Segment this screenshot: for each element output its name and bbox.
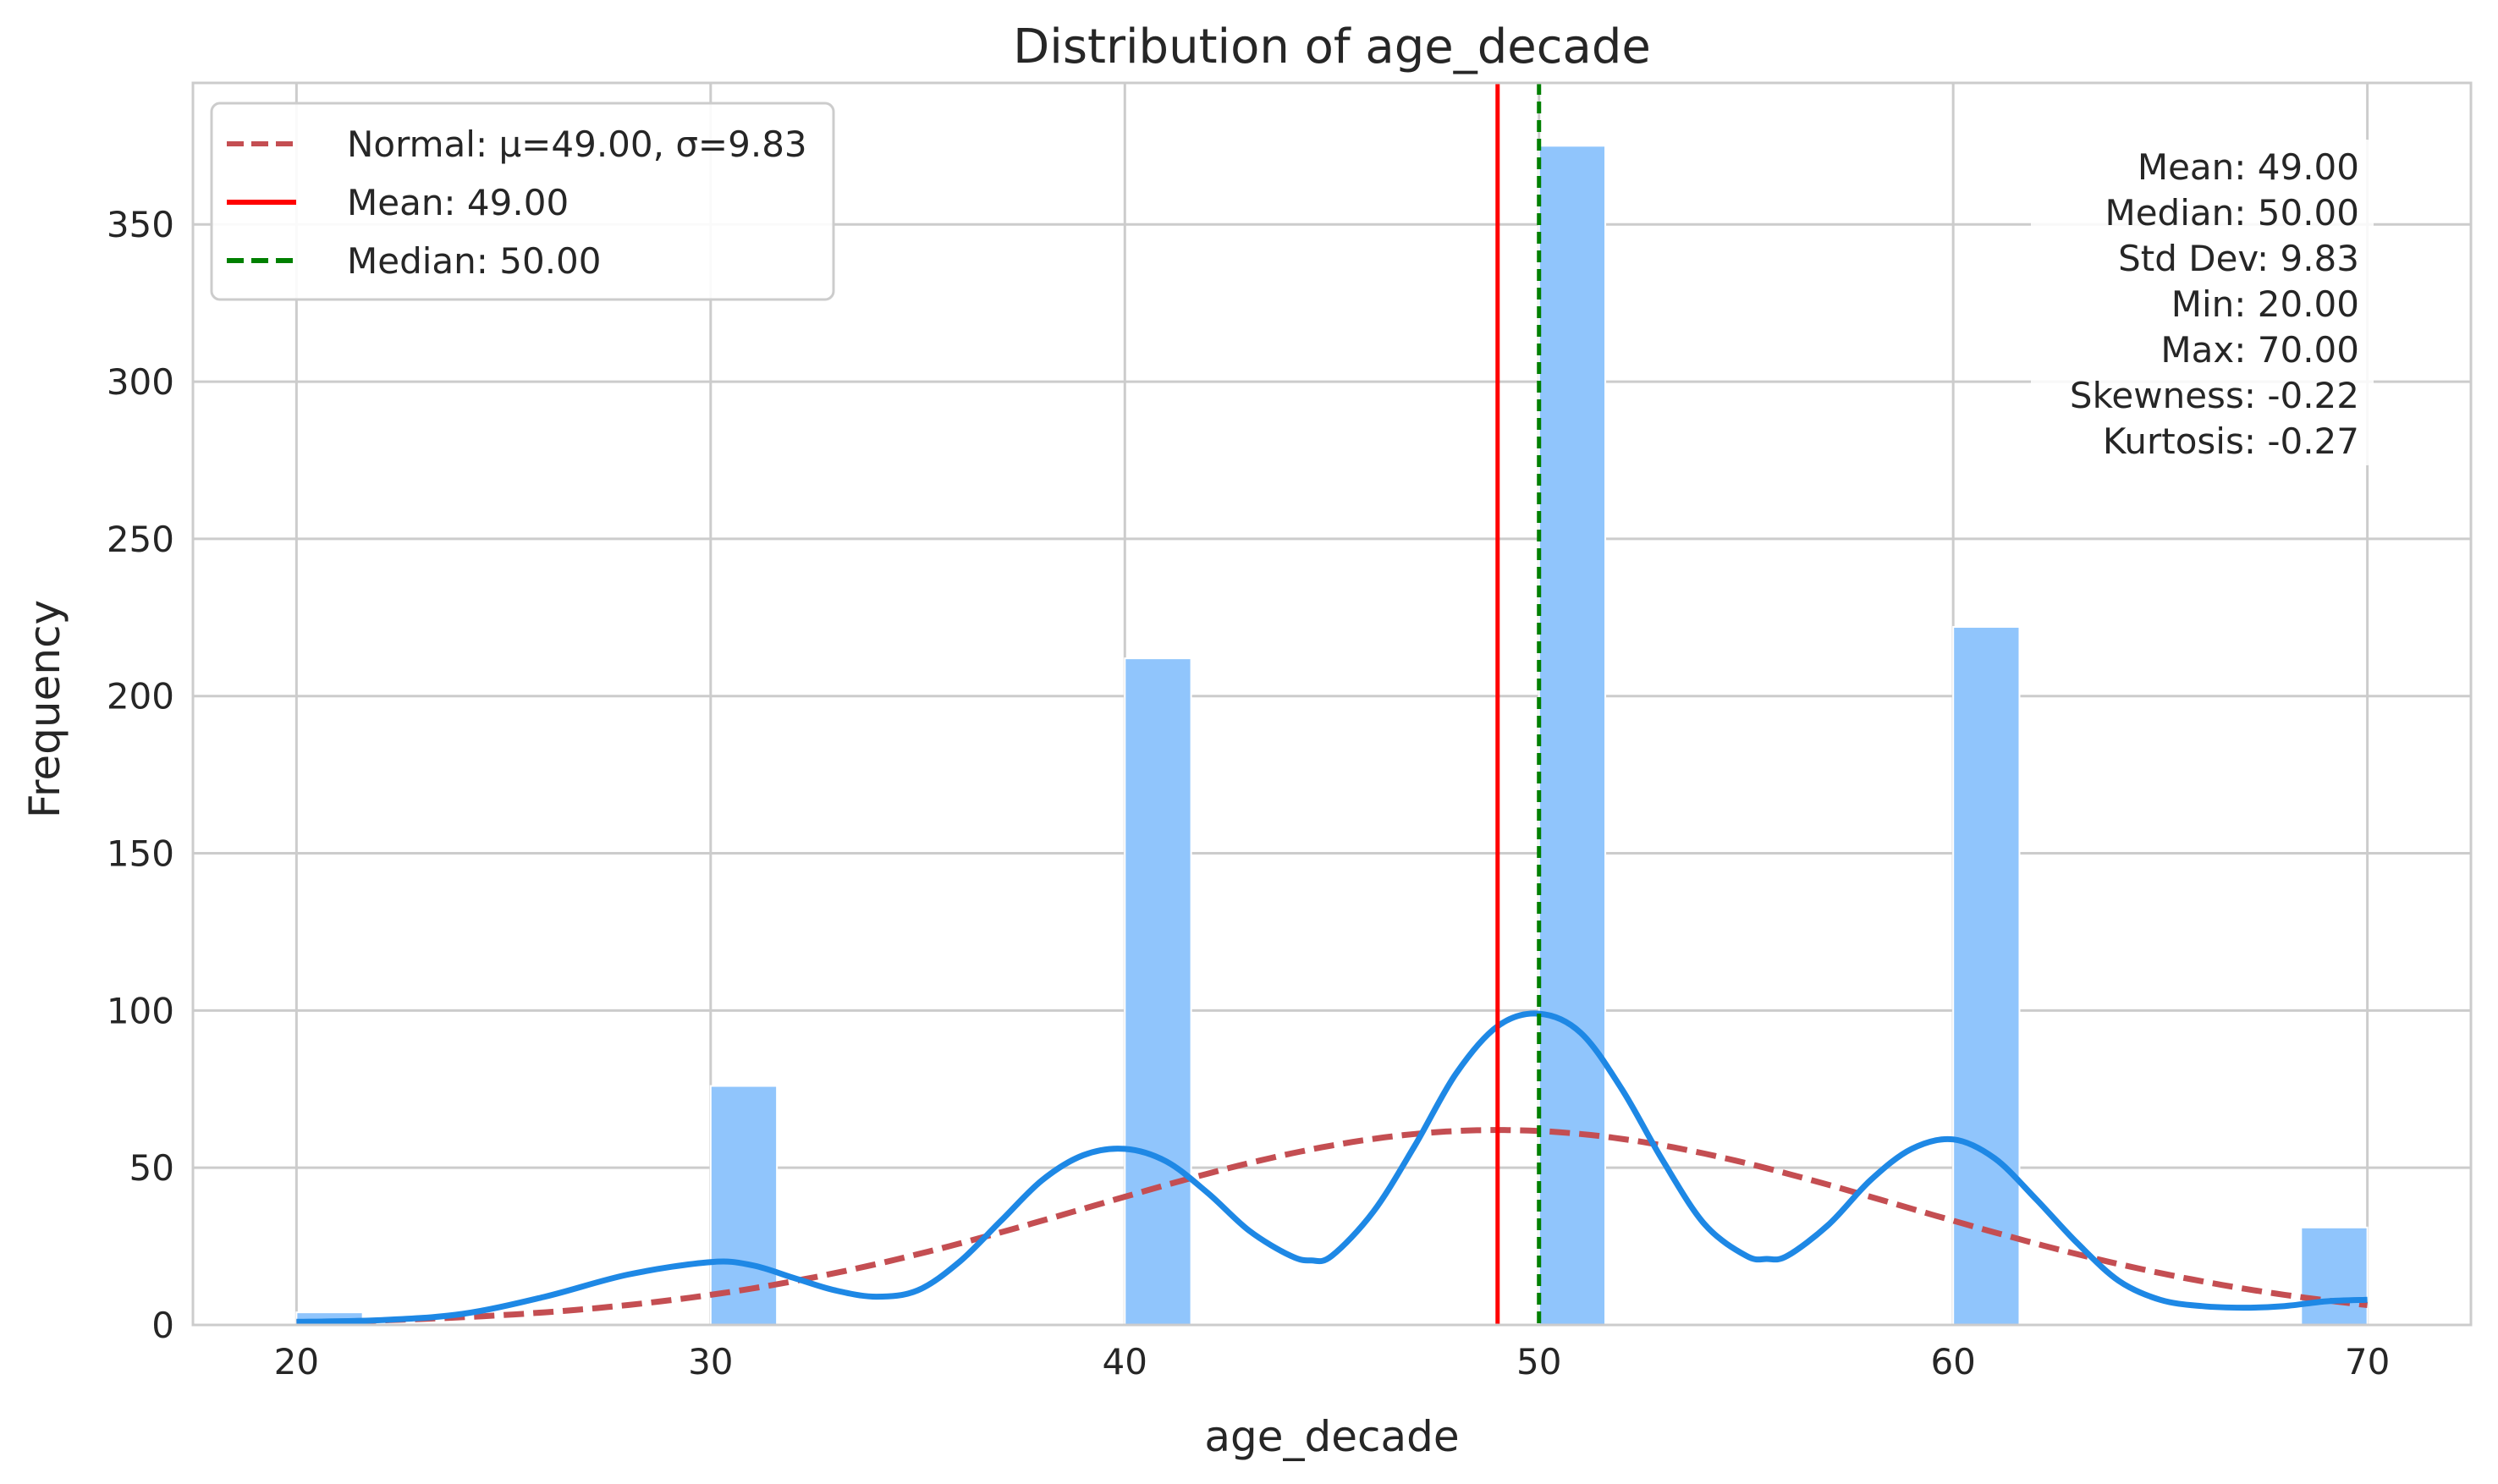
histogram-bar xyxy=(1124,657,1192,1326)
y-tick-label: 300 xyxy=(107,361,174,403)
x-tick-label: 50 xyxy=(1516,1341,1561,1382)
plot-frame xyxy=(191,81,2473,1327)
x-tick-label: 40 xyxy=(1103,1341,1147,1382)
histogram-bar xyxy=(2300,1226,2369,1327)
chart-title: Distribution of age_decade xyxy=(1013,19,1651,74)
x-tick-label: 30 xyxy=(688,1341,733,1382)
x-tick-label: 60 xyxy=(1930,1341,1975,1382)
y-tick-label: 0 xyxy=(151,1305,174,1346)
x-tick-label: 70 xyxy=(2345,1341,2390,1382)
curve-lines xyxy=(296,83,2368,1326)
y-axis-label: Frequency xyxy=(20,600,69,818)
histogram-bars xyxy=(295,145,2369,1327)
histogram-bar xyxy=(1538,145,1607,1327)
y-tick-label: 350 xyxy=(107,204,174,245)
legend-label: Normal: μ=49.00, σ=9.83 xyxy=(347,124,807,165)
legend: Normal: μ=49.00, σ=9.83 Mean: 49.00 Median… xyxy=(210,102,835,301)
stats-box-line: Min: 20.00 xyxy=(2171,283,2359,325)
legend-frame xyxy=(210,102,835,301)
histogram-bar xyxy=(1952,625,2021,1326)
tick-labels: 20 30 40 50 60 70 0 50 100 150 200 250 300 350 xyxy=(107,204,2391,1382)
stats-box-line: Mean: 49.00 xyxy=(2138,146,2359,188)
stats-box-background xyxy=(2031,140,2374,465)
kde-line xyxy=(296,1010,2368,1325)
y-tick-label: 100 xyxy=(107,990,174,1031)
y-tick-label: 250 xyxy=(107,519,174,560)
y-tick-label: 150 xyxy=(107,833,174,875)
x-axis-label: age_decade xyxy=(1204,1412,1459,1461)
y-tick-label: 50 xyxy=(129,1147,174,1189)
y-tick-label: 200 xyxy=(107,676,174,717)
stats-box-line: Skewness: -0.22 xyxy=(2070,375,2359,416)
stats-box-line: Max: 70.00 xyxy=(2160,329,2359,371)
stats-box-line: Median: 50.00 xyxy=(2105,192,2359,234)
stats-box-line: Std Dev: 9.83 xyxy=(2118,238,2359,279)
legend-label: Median: 50.00 xyxy=(347,240,602,282)
normal-fit-line xyxy=(296,1127,2368,1326)
histogram-bar xyxy=(709,1085,779,1326)
stats-box-line: Kurtosis: -0.27 xyxy=(2103,420,2359,462)
x-tick-label: 20 xyxy=(274,1341,319,1382)
legend-label: Mean: 49.00 xyxy=(347,182,569,223)
